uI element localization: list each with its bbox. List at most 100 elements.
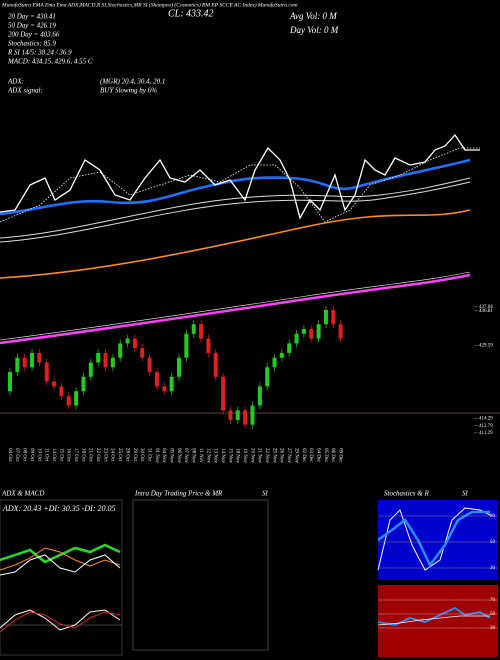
candle: [272, 357, 277, 368]
y-tick-label: 436.81: [479, 309, 493, 314]
intraday-si: SI: [262, 490, 269, 498]
x-tick-label: 08 Oct: [22, 448, 27, 462]
candle: [22, 357, 27, 368]
candle: [206, 338, 211, 353]
x-tick-label: 25 Nov: [271, 448, 276, 463]
x-tick-label: 16 Oct: [66, 448, 71, 462]
x-tick-label: 18 Nov: [235, 448, 240, 463]
x-tick-label: 04 Nov: [161, 448, 166, 463]
rsi-level-label: 50: [490, 612, 496, 617]
candle: [309, 329, 314, 339]
x-tick-label: 26 Nov: [279, 448, 284, 463]
avg-vol: Avg Vol: 0 M: [289, 11, 337, 21]
intraday-title: Intra Day Trading Price & MR: [134, 490, 223, 498]
candle: [15, 357, 20, 373]
candle: [147, 357, 152, 373]
x-tick-label: 15 Nov: [227, 448, 232, 463]
x-tick-label: 12 Nov: [205, 448, 210, 463]
ema-100: [0, 209, 471, 279]
x-tick-label: 17 Oct: [73, 448, 78, 462]
x-tick-label: 06 Dec: [330, 448, 335, 463]
candle: [140, 348, 145, 358]
x-tick-label: 14 Oct: [51, 448, 56, 462]
x-tick-label: 30 Oct: [139, 448, 144, 462]
x-tick-label: 09 Dec: [338, 448, 343, 463]
adx-label: ADX:: [7, 78, 24, 86]
candle: [287, 343, 292, 353]
x-tick-label: 22 Nov: [264, 448, 269, 463]
adx-signal-label: ADX signal:: [7, 87, 43, 95]
intraday-panel: [132, 499, 269, 651]
x-tick-label: 10 Oct: [36, 448, 41, 462]
close: CL: 433.42: [168, 8, 214, 19]
rsi-level-label: 30: [490, 626, 496, 631]
macd-line: [0, 609, 121, 631]
stoch-si: SI: [462, 490, 469, 498]
x-tick-label: 02 Dec: [301, 448, 306, 463]
y-tick-label: 429.59: [479, 343, 493, 348]
ema-50a: [0, 177, 471, 239]
legend-entry: 200 Day = 403.66: [8, 31, 60, 39]
candle: [169, 376, 174, 392]
x-tick-label: 21 Nov: [257, 448, 262, 463]
ema-200-band: [0, 271, 471, 341]
x-tick-label: 15 Oct: [58, 448, 63, 462]
candle: [316, 324, 321, 339]
x-tick-label: 04 Dec: [315, 448, 320, 463]
candle: [44, 362, 49, 382]
rsi-panel: [378, 585, 498, 657]
stoch-level-label: 50: [490, 540, 496, 545]
legend-entry: 50 Day = 426.19: [8, 22, 56, 30]
candle: [243, 410, 248, 425]
candle: [331, 309, 336, 325]
adx-panel: [0, 499, 123, 656]
candle: [154, 372, 159, 387]
candle: [301, 329, 306, 334]
rsi-level-label: 70: [490, 598, 496, 603]
x-tick-label: 22 Oct: [95, 448, 100, 462]
x-tick-label: 29 Nov: [293, 448, 298, 463]
x-tick-label: 05 Dec: [323, 448, 328, 463]
x-tick-label: 20 Nov: [249, 448, 254, 463]
macd-signal: [0, 611, 121, 633]
adx-value: (MGR) 20.4, 30.4, 20.1: [100, 78, 165, 86]
candle: [191, 324, 196, 334]
levels: 80 50 20 70 50 30: [378, 514, 498, 631]
candle: [96, 352, 101, 363]
x-tick-label: 19 Nov: [242, 448, 247, 463]
candle: [118, 343, 123, 358]
ema-200: [0, 273, 471, 345]
day-vol: Day Vol: 0 M: [289, 25, 339, 35]
x-tick-label: 11 Nov: [198, 448, 203, 463]
candle: [125, 338, 130, 344]
x-tick-label: 01 Nov: [154, 448, 159, 463]
stoch-level-label: 20: [490, 566, 496, 571]
x-tick-label: 04 Oct: [7, 448, 12, 462]
candle: [338, 324, 343, 339]
adx-line: [0, 554, 121, 576]
x-tick-label: 07 Oct: [14, 448, 19, 462]
stoch-d: [377, 510, 490, 568]
candle: [257, 386, 262, 406]
stoch-level-label: 80: [490, 514, 496, 519]
x-tick-label: 09 Oct: [29, 448, 34, 462]
candle: [30, 352, 35, 368]
candle: [88, 362, 93, 377]
candle: [213, 352, 218, 377]
candle: [110, 357, 115, 368]
legend-entry: MACD: 434.15, 429.6, 4.55 C: [7, 58, 93, 66]
dates: 04 Oct 07 Oct 08 Oct 09 Oct 10 Oct 11 Oct 14 O…: [7, 448, 343, 463]
candle: [74, 391, 79, 406]
y-tick-label: 414.29: [479, 417, 493, 422]
x-tick-label: 13 Nov: [213, 448, 218, 463]
adx-macd-title: ADX & MACD: [1, 490, 44, 498]
candle: [265, 367, 270, 387]
candle: [250, 405, 255, 425]
x-tick-label: 28 Oct: [124, 448, 129, 462]
x-tick-label: 21 Oct: [88, 448, 93, 462]
adx-plus-di: [0, 543, 121, 564]
x-tick-label: 08 Nov: [191, 448, 196, 463]
candle: [103, 352, 108, 368]
